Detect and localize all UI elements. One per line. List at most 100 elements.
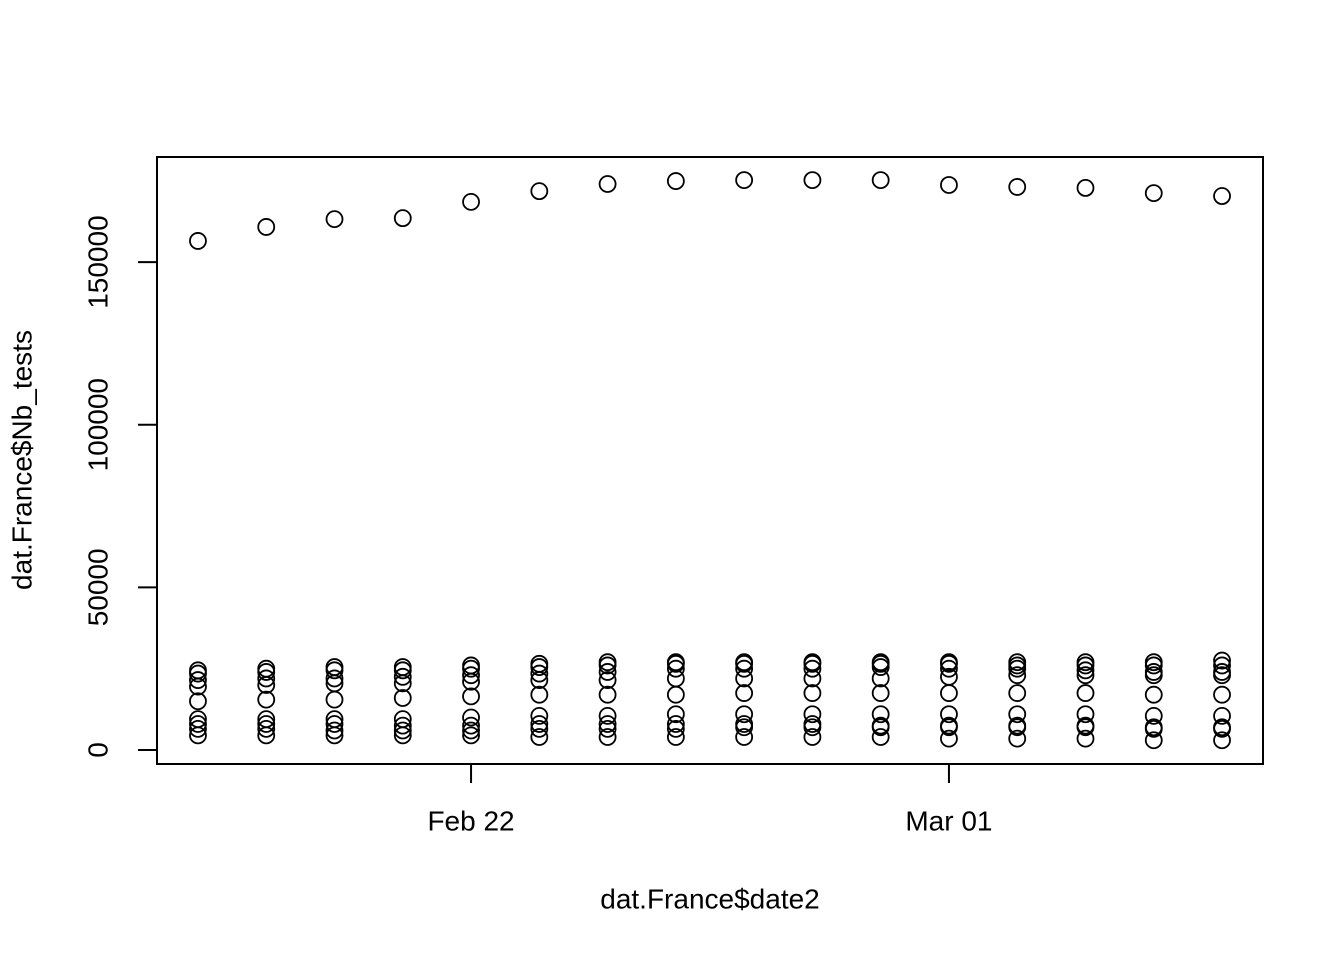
point [1076,718,1095,737]
point [666,685,685,704]
point [666,172,685,190]
point [871,718,890,737]
point [1144,719,1163,738]
point [666,654,685,673]
point [1008,178,1027,196]
point [598,715,617,733]
point [666,719,685,738]
point [189,719,207,738]
point [257,218,276,236]
point [393,209,412,228]
point [1213,651,1231,670]
point [1213,685,1231,704]
point [598,728,617,746]
x-tick-label: Feb 22 [427,805,514,836]
point [530,664,549,683]
point [1076,729,1095,748]
point [1008,729,1027,748]
point [393,689,412,707]
point [598,663,617,681]
point [871,728,890,746]
point [530,706,549,725]
point [1076,661,1095,680]
point [1008,705,1027,724]
point [735,684,754,702]
y-tick-label: 100000 [82,378,113,471]
point [530,658,549,676]
point [530,671,549,689]
point [462,687,480,706]
point [189,726,207,745]
point [803,684,822,702]
point [803,705,822,724]
y-axis-label: dat.France$Nb_tests [6,330,37,590]
point [940,684,958,702]
point [803,171,822,189]
point [1213,706,1231,725]
point [940,729,958,748]
point [803,654,822,673]
point [257,676,276,694]
point [735,171,754,189]
point [257,669,276,688]
point [940,176,958,194]
point [803,669,822,688]
point [325,715,344,733]
point [393,721,412,740]
point [530,685,549,704]
point [1008,684,1027,702]
point [325,210,344,229]
point [871,171,890,189]
point [1008,666,1027,685]
point [325,669,344,688]
point [598,175,617,193]
point [462,666,480,685]
y-tick-label: 150000 [82,215,113,308]
point [871,705,890,724]
point [1008,718,1027,737]
point [462,192,480,211]
point [871,684,890,702]
point [735,659,754,678]
point [1144,656,1163,675]
plot-frame [156,156,1264,765]
point [1144,666,1163,685]
point [189,715,207,733]
point [325,721,344,740]
point [189,664,207,683]
point [1144,731,1163,750]
point [325,726,344,745]
point [940,659,958,678]
x-axis-label: dat.France$date2 [600,883,820,914]
point [325,690,344,709]
point [940,654,958,673]
point [462,721,480,740]
point [1213,187,1231,205]
point [462,726,480,745]
point [189,232,207,250]
point [666,659,685,678]
point [598,719,617,738]
point [598,656,617,675]
point [1076,656,1095,675]
point [530,719,549,738]
point [393,667,412,686]
point [325,661,344,680]
point [735,705,754,724]
point [803,728,822,746]
point [257,690,276,709]
point [189,677,207,696]
point [871,658,890,676]
y-tick-label: 0 [82,742,113,758]
point [1213,656,1231,675]
point [1213,666,1231,685]
point [1076,179,1095,197]
point [1076,684,1095,702]
point [598,706,617,725]
point [462,659,480,678]
point [189,692,207,711]
point [871,669,890,688]
point [735,654,754,673]
y-tick-label: 50000 [82,548,113,626]
point [1076,666,1095,685]
